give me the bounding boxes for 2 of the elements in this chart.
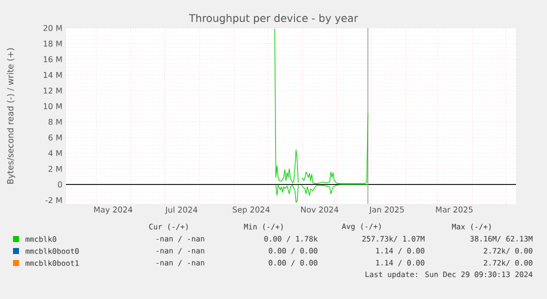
y-axis-title: Bytes/second read (-) / write (+) bbox=[6, 48, 16, 184]
chart-title: Throughput per device - by year bbox=[188, 14, 358, 24]
